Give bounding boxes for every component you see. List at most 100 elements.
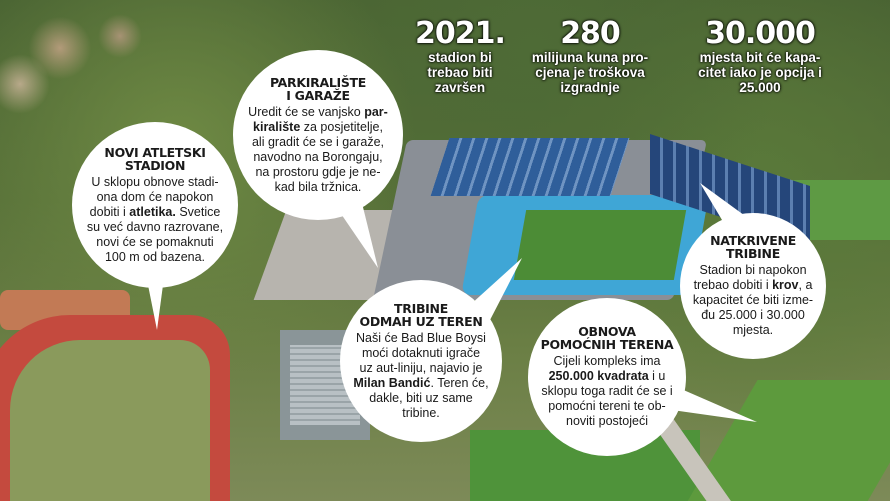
bubble-text: ali gradit će se i garaže, (251, 134, 384, 149)
houses (0, 0, 200, 120)
bubble-text: za posjetitelje, (300, 119, 383, 134)
bubble-text-line: U sklopu obnove stadi- (91, 175, 218, 190)
stat-desc-line: stadion bi (428, 50, 492, 65)
bubble-text-line: kad bila tržnica. (275, 180, 362, 195)
stat-desc-line: milijuna kuna pro- (531, 50, 649, 65)
bubble-text: trebao dobiti i (693, 278, 773, 292)
bubble-text: pomoćni tereni te ob- (548, 399, 666, 413)
bubble-title-line: I GARAŽE (286, 87, 350, 103)
bubble-text: Stadion bi napokon (699, 263, 807, 277)
stat-number: 280 (560, 16, 621, 51)
bubble-text-bold: kiralište (253, 119, 301, 134)
bubble-title-line: TRIBINE (394, 300, 448, 316)
tail-obnova (672, 385, 757, 422)
bubble-text-line: sklopu toga radit će se i (541, 384, 672, 399)
stat-cost: 280 milijuna kuna pro- cjena je troškova… (515, 16, 665, 96)
bubble-text-line: na prostoru gdje je ne- (255, 165, 380, 180)
bubble-parking-garages: PARKIRALIŠTE I GARAŽE Uredit će se vanjsko… (233, 50, 403, 220)
bubble-text-line: Cijeli kompleks ima (554, 354, 661, 369)
bubble-text: dakle, biti uz same (369, 390, 473, 405)
bubble-text-line: moći dotaknuti igrače (362, 346, 480, 361)
bubble-title-line: PARKIRALIŠTE (269, 74, 367, 90)
bubble-title-line: TRIBINE (726, 246, 780, 261)
bubble-training-pitches: OBNOVA POMOĆNIH TERENA Cijeli kompleks ima… (528, 298, 686, 456)
stat-number: 2021. (415, 16, 506, 51)
bubble-text: đu 25.000 i 30.000 (701, 308, 805, 322)
bubble-text: uz aut-liniju, najavio je (359, 360, 483, 375)
stat-desc-line: mjesta bit će kapa- (699, 50, 821, 65)
bubble-text-bold: krov (772, 278, 799, 292)
bubble-text: navodno na Borongaju, (253, 149, 383, 164)
bubble-covered-stands: NATKRIVENE TRIBINE Stadion bi napokon treba… (680, 213, 826, 359)
bubble-text-bold: 250.000 kvadrata (548, 369, 649, 383)
bubble-text-line: ali gradit će se i garaže, (252, 135, 384, 150)
bubble-athletics-stadium: NOVI ATLETSKI STADION U sklopu obnove stad… (72, 122, 238, 288)
bubble-text-line: Naši će Bad Blue Boysi (356, 331, 486, 346)
bubble-title-line: ODMAH UZ TEREN (359, 313, 483, 329)
bubble-title-line: OBNOVA (578, 324, 636, 339)
bubble-text-line: dobiti i atletika. Svetice (90, 205, 221, 220)
bubble-text: tribine. (402, 405, 440, 420)
bubble-text-line: noviti postojeći (566, 414, 648, 429)
stat-desc-line: trebao biti (427, 65, 493, 80)
bubble-title: TRIBINE ODMAH UZ TEREN (360, 302, 483, 328)
bubble-text-line: 250.000 kvadrata i u (549, 369, 666, 384)
bubble-text-bold: Milan Bandić (353, 375, 431, 390)
bubble-text-line: novi će se pomaknuti (96, 235, 213, 250)
bubble-text: kapacitet će biti izme- (692, 293, 814, 307)
bubble-text-line: kiralište za posjetitelje, (253, 120, 383, 135)
bubble-text: su već davno razrovane, (86, 219, 224, 234)
bubble-text-line: Milan Bandić. Teren će, (353, 376, 488, 391)
bubble-text-line: kapacitet će biti izme- (693, 293, 813, 308)
bubble-text-line: đu 25.000 i 30.000 (701, 308, 805, 323)
bubble-text-line: Stadion bi napokon (699, 263, 806, 278)
bubble-text-bold: atletika. (129, 204, 176, 219)
stat-desc-line: citet iako je opcija i (698, 65, 822, 80)
bubble-title-line: POMOĆNIH TERENA (540, 337, 674, 352)
bubble-title: OBNOVA POMOĆNIH TERENA (541, 325, 674, 351)
bubble-text-line: navodno na Borongaju, (253, 150, 382, 165)
bubble-text: . Teren će, (430, 375, 489, 390)
stat-completion-year: 2021. stadion bi trebao biti završen (410, 16, 510, 96)
bubble-text: kad bila tržnica. (274, 179, 362, 194)
bubble-text-line: tribine. (402, 406, 440, 421)
bubble-text-line: su već davno razrovane, (87, 220, 223, 235)
tail-tribine (470, 258, 522, 320)
bubble-text: i u (648, 369, 666, 383)
bubble-text: Svetice (175, 204, 221, 219)
bubble-text: mjesta. (732, 323, 774, 337)
bubble-text: , a (798, 278, 813, 292)
bubble-title-line: NOVI ATLETSKI (104, 144, 206, 160)
bubble-text-line: Uredit će se vanjsko par- (248, 105, 388, 120)
bubble-text: na prostoru gdje je ne- (255, 164, 381, 179)
bubble-text: novi će se pomaknuti (96, 234, 214, 249)
bubble-text: dobiti i (89, 204, 130, 219)
bubble-text-bold: par- (364, 104, 388, 119)
stat-capacity: 30.000 mjesta bit će kapa- citet iako je… (675, 16, 845, 96)
bubble-text-line: trebao dobiti i krov, a (694, 278, 813, 293)
bubble-text: noviti postojeći (566, 414, 648, 428)
bubble-text-line: pomoćni tereni te ob- (548, 399, 665, 414)
bubble-text-line: dakle, biti uz same (369, 391, 473, 406)
bubble-title-line: NATKRIVENE (710, 233, 796, 248)
bubble-text-line: ona dom će napokon (97, 190, 214, 205)
bubble-text: sklopu toga radit će se i (541, 384, 673, 398)
stat-desc-line: 25.000 (739, 80, 781, 95)
bubble-title: NATKRIVENE TRIBINE (710, 234, 796, 260)
stat-number: 30.000 (705, 16, 816, 51)
bubble-title-line: STADION (124, 157, 186, 173)
bubble-text-line: uz aut-liniju, najavio je (360, 361, 483, 376)
stat-desc-line: izgradnje (560, 80, 620, 95)
bubble-text: Naši će Bad Blue Boysi (356, 330, 486, 345)
bubble-title: PARKIRALIŠTE I GARAŽE (270, 76, 366, 102)
bubble-title: NOVI ATLETSKI STADION (104, 146, 205, 172)
bubble-text: U sklopu obnove stadi- (91, 174, 219, 189)
bubble-text-line: 100 m od bazena. (105, 250, 205, 265)
bubble-text-line: mjesta. (733, 323, 773, 338)
bubble-text: 100 m od bazena. (104, 249, 206, 264)
stat-desc-line: cjena je troškova (535, 65, 645, 80)
bubble-text: Uredit će se vanjsko (248, 104, 365, 119)
bubble-text: ona dom će napokon (96, 189, 214, 204)
bubble-text: Cijeli kompleks ima (553, 354, 661, 368)
bubble-stands-near-pitch: TRIBINE ODMAH UZ TEREN Naši će Bad Blue Bo… (340, 280, 502, 442)
